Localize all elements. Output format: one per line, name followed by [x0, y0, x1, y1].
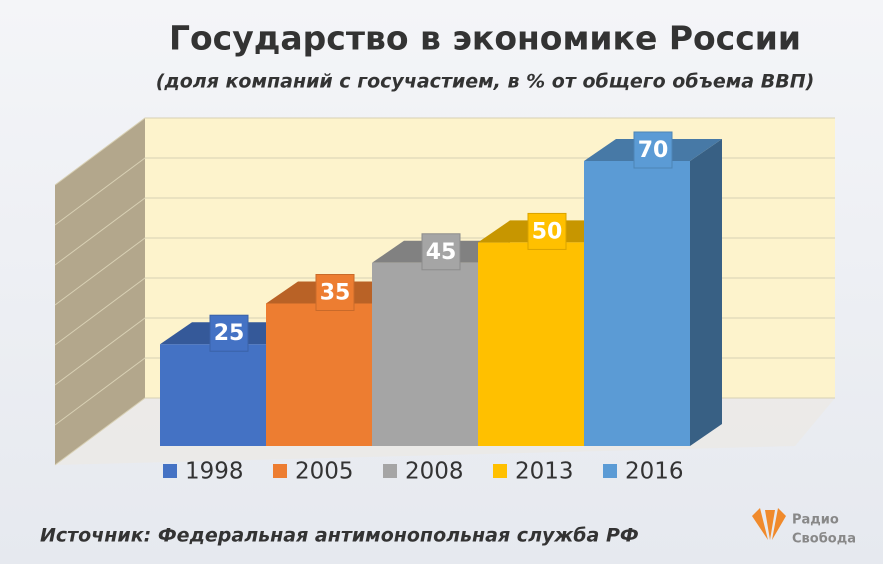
value-label-box [315, 274, 355, 311]
bar-group: 70 [584, 131, 722, 446]
legend-label: 2008 [405, 459, 464, 485]
value-label: 45 [426, 240, 457, 265]
value-label-box [527, 212, 567, 250]
source: Источник: Федеральная антимонопольная сл… [40, 525, 639, 547]
legend: 1998 2005 2008 2013 2016 [163, 459, 684, 485]
legend-label: 2016 [625, 459, 684, 485]
legend-label: 2013 [515, 459, 574, 485]
logo-icon [752, 508, 786, 540]
value-label: 25 [214, 321, 245, 346]
legend-swatch [273, 464, 287, 478]
value-label-box [633, 131, 673, 169]
logo-text: Радио [792, 513, 839, 528]
legend-swatch [383, 464, 397, 478]
legend-label: 1998 [185, 459, 244, 485]
side-wall [55, 118, 145, 465]
grid-line [54, 117, 835, 186]
legend-swatch [603, 464, 617, 478]
bar [584, 161, 690, 446]
bar [266, 303, 372, 446]
legend-swatch [493, 464, 507, 478]
value-label-box [421, 233, 461, 271]
legend-label: 2005 [295, 459, 354, 485]
bar-side [690, 139, 722, 446]
value-label: 50 [532, 219, 563, 244]
value-label-box [209, 314, 249, 352]
bar [372, 262, 478, 446]
legend-swatch [163, 464, 177, 478]
chart-title: Государство в экономике России [169, 19, 801, 58]
value-label: 35 [320, 281, 351, 306]
chart-subtitle: (доля компаний с госучастием, в % от общ… [156, 71, 815, 93]
bar [160, 344, 266, 446]
logo-text: Свобода [792, 532, 856, 547]
value-label: 70 [638, 138, 669, 163]
plot: 25 35 45 50 70 [54, 117, 835, 466]
bar [478, 242, 584, 446]
logo: Радио Свобода [752, 508, 856, 547]
